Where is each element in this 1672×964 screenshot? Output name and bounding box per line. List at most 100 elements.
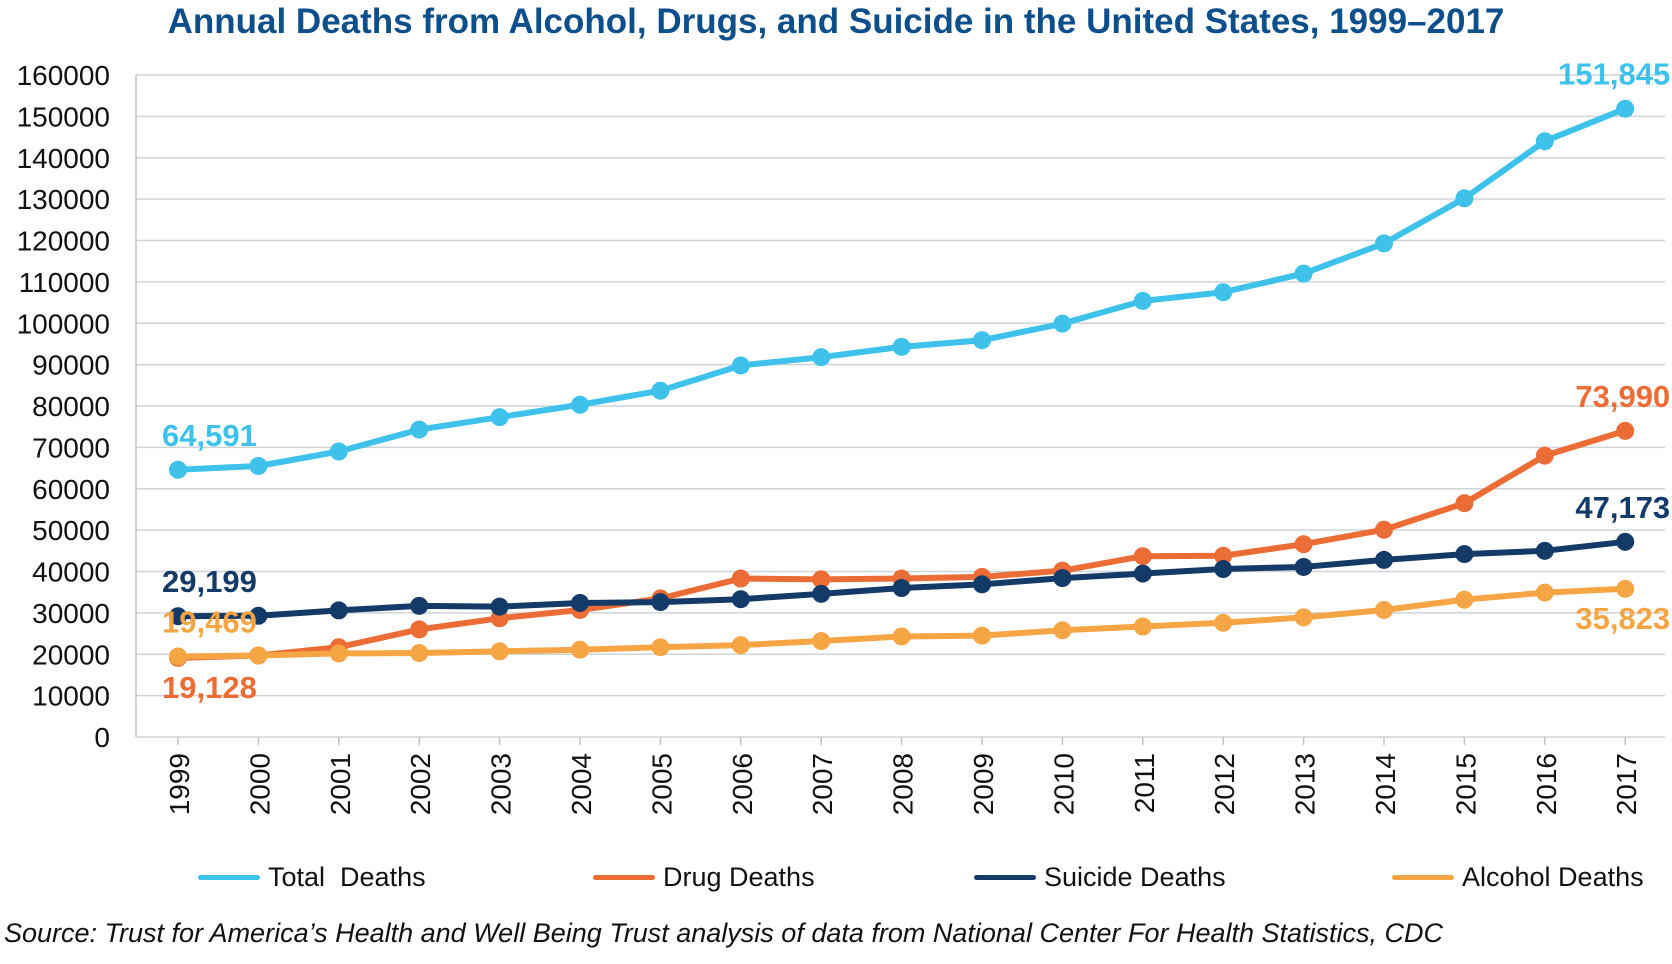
data-point (410, 596, 429, 615)
y-tick-label: 110000 (19, 267, 110, 298)
data-point (973, 331, 991, 350)
data-point (1455, 189, 1474, 208)
data-point (329, 442, 348, 461)
data-point (651, 638, 670, 657)
x-tick-label: 2002 (405, 753, 436, 815)
data-label: 47,173 (1575, 490, 1670, 525)
x-tick-label: 2013 (1290, 753, 1321, 815)
data-label: 19,469 (162, 604, 257, 639)
legend-swatch (593, 874, 655, 880)
y-tick-label: 90000 (32, 350, 110, 381)
data-point (1616, 579, 1635, 598)
data-point (731, 636, 750, 655)
source-note: Source: Trust for America’s Health and W… (4, 918, 1444, 948)
data-point (490, 642, 509, 661)
x-tick-label: 2010 (1048, 753, 1079, 815)
data-point (410, 620, 429, 639)
legend-label: Total Deaths (268, 861, 426, 892)
y-tick-label: 20000 (32, 639, 110, 670)
series-line (175, 427, 1629, 661)
data-point (1294, 535, 1313, 554)
y-tick-label: 100000 (17, 308, 110, 339)
chart-title: Annual Deaths from Alcohol, Drugs, and S… (167, 2, 1505, 41)
y-tick-label: 30000 (32, 598, 110, 629)
data-point (812, 570, 831, 589)
data-point (1214, 546, 1233, 565)
data-point (410, 420, 429, 439)
x-tick-label: 2001 (325, 753, 356, 815)
data-point (571, 640, 589, 659)
data-point (1616, 421, 1635, 440)
data-point (1535, 132, 1554, 151)
data-point (1535, 541, 1554, 560)
x-tick-label: 2016 (1531, 753, 1562, 815)
series-lines (169, 99, 1635, 667)
data-point (490, 408, 509, 427)
data-point (329, 601, 348, 620)
legend-swatch (974, 874, 1036, 880)
x-tick-label: 2005 (646, 753, 677, 815)
y-tick-label: 130000 (17, 184, 110, 215)
legend-item: Drug Deaths (593, 857, 815, 897)
data-point (651, 381, 670, 400)
axes: 0 10000 20000 30000 40000 50000 60000 70000 8000… (17, 60, 1643, 815)
data-point (892, 579, 911, 598)
data-point (1133, 617, 1152, 636)
data-label: 19,128 (162, 670, 257, 705)
y-tick-label: 80000 (32, 391, 110, 422)
data-label: 29,199 (162, 564, 257, 599)
legend-swatch (1392, 874, 1454, 880)
y-tick-label: 160000 (17, 60, 110, 91)
data-point (1294, 608, 1313, 627)
data-point (731, 569, 750, 588)
x-tick-label: 2007 (807, 753, 838, 815)
data-point (1455, 545, 1474, 564)
data-point (1214, 283, 1233, 302)
data-labels: 64,591 151,845 19,128 73,990 29,199 47,173 19,… (162, 57, 1670, 705)
y-tick-label: 0 (94, 722, 110, 753)
legend-label: Alcohol Deaths (1462, 861, 1644, 892)
y-tick-label: 10000 (32, 681, 110, 712)
data-point (410, 644, 429, 663)
data-point (249, 606, 268, 625)
data-point (571, 593, 589, 612)
y-tick-label: 150000 (17, 101, 110, 132)
data-point (1375, 550, 1393, 569)
data-point (892, 337, 911, 356)
data-point (1455, 590, 1474, 609)
x-tick-label: 2006 (727, 753, 758, 815)
legend-label: Drug Deaths (663, 861, 815, 892)
data-point (1535, 446, 1554, 465)
data-point (1133, 547, 1152, 566)
data-point (1616, 532, 1635, 551)
data-label: 151,845 (1558, 57, 1670, 92)
y-tick-label: 50000 (32, 515, 110, 546)
x-tick-label: 2015 (1450, 753, 1481, 815)
data-point (1535, 583, 1554, 602)
data-point (490, 597, 509, 616)
data-point (1375, 234, 1393, 253)
legend-item: Total Deaths (198, 857, 426, 897)
data-label: 35,823 (1575, 601, 1670, 636)
x-tick-label: 2000 (244, 753, 275, 815)
series-line (175, 585, 1629, 660)
data-point (973, 626, 991, 645)
data-point (169, 607, 187, 626)
legend-item: Alcohol Deaths (1392, 857, 1644, 897)
data-point (1294, 557, 1313, 576)
x-tick-label: 1999 (164, 753, 195, 815)
data-point (1455, 494, 1474, 513)
data-label: 64,591 (162, 418, 257, 453)
y-tick-label: 120000 (17, 226, 110, 257)
data-point (731, 356, 750, 375)
y-tick-label: 60000 (32, 474, 110, 505)
data-point (892, 627, 911, 646)
y-tick-label: 70000 (32, 432, 110, 463)
legend-label: Suicide Deaths (1044, 861, 1226, 892)
x-tick-label: 2008 (888, 753, 919, 815)
x-tick-label: 2011 (1129, 753, 1160, 813)
x-tick-label: 2017 (1611, 753, 1642, 815)
series-line (175, 105, 1629, 473)
data-point (1294, 264, 1313, 283)
data-point (1133, 291, 1152, 310)
